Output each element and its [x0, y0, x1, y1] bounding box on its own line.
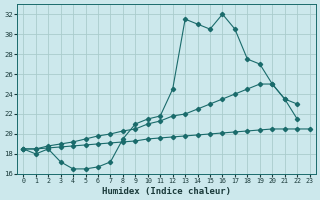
X-axis label: Humidex (Indice chaleur): Humidex (Indice chaleur): [102, 187, 231, 196]
